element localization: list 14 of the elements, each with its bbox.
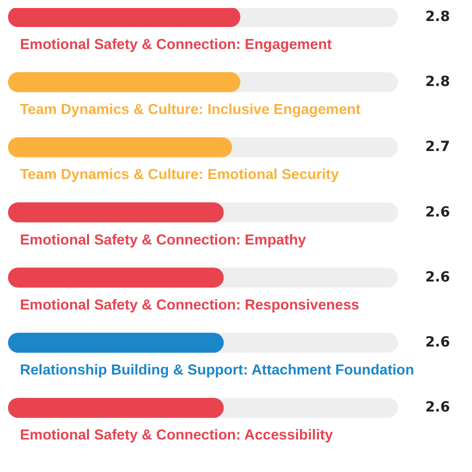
data-label: 2.7 <box>425 139 450 156</box>
data-label: 2.6 <box>425 400 450 416</box>
data-label: 2.6 <box>425 269 450 286</box>
data-label: 2.8 <box>425 8 450 25</box>
y-tick-label: Emotional Safety & Connection: Empathy <box>20 232 306 248</box>
y-tick-label: Emotional Safety & Connection: Responsiveness <box>20 297 360 314</box>
y-tick-label: Team Dynamics & Culture: Emotional Security <box>20 167 339 184</box>
y-tick-label: Emotional Safety & Connection: Engagement <box>20 36 332 53</box>
data-label: 2.6 <box>425 204 450 220</box>
y-tick-label: Relationship Building & Support: Attachment Foundation <box>20 362 414 379</box>
y-tick-label: Emotional Safety & Connection: Accessibility <box>20 428 333 444</box>
data-label: 2.6 <box>425 334 450 351</box>
data-label: 2.8 <box>425 74 450 90</box>
y-tick-label: Team Dynamics & Culture: Inclusive Engagement <box>20 102 361 118</box>
